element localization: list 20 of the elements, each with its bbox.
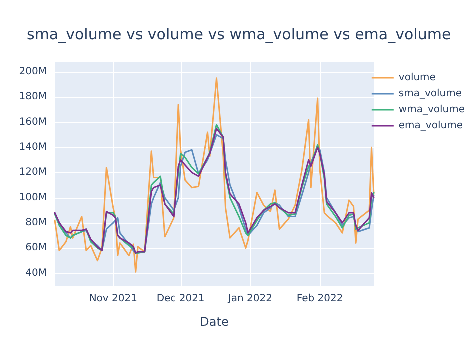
chart-title: sma_volume vs volume vs wma_volume vs ema_volume <box>27 26 452 44</box>
y-tick-label: 60M <box>26 242 47 254</box>
x-tick-label: Nov 2021 <box>89 294 138 304</box>
legend-label: volume <box>398 72 436 84</box>
y-tick-label: 120M <box>19 167 47 178</box>
y-tick-label: 200M <box>19 66 47 78</box>
y-tick-label: 180M <box>19 92 47 103</box>
y-tick-label: 80M <box>26 218 47 229</box>
x-tick-label: Feb 2022 <box>296 294 344 304</box>
legend-label: sma_volume <box>398 88 462 100</box>
legend-label: ema_volume <box>398 120 463 132</box>
x-tick-label: Dec 2021 <box>156 294 205 304</box>
y-tick-label: 140M <box>19 142 47 154</box>
legend-label: wma_volume <box>398 104 465 116</box>
x-tick-label: Jan 2022 <box>227 294 272 304</box>
y-tick-label: 40M <box>26 268 47 279</box>
line-series <box>54 78 375 273</box>
x-axis-title: Date <box>200 315 229 329</box>
y-tick-label: 160M <box>19 116 47 128</box>
y-tick-label: 100M <box>19 192 47 204</box>
